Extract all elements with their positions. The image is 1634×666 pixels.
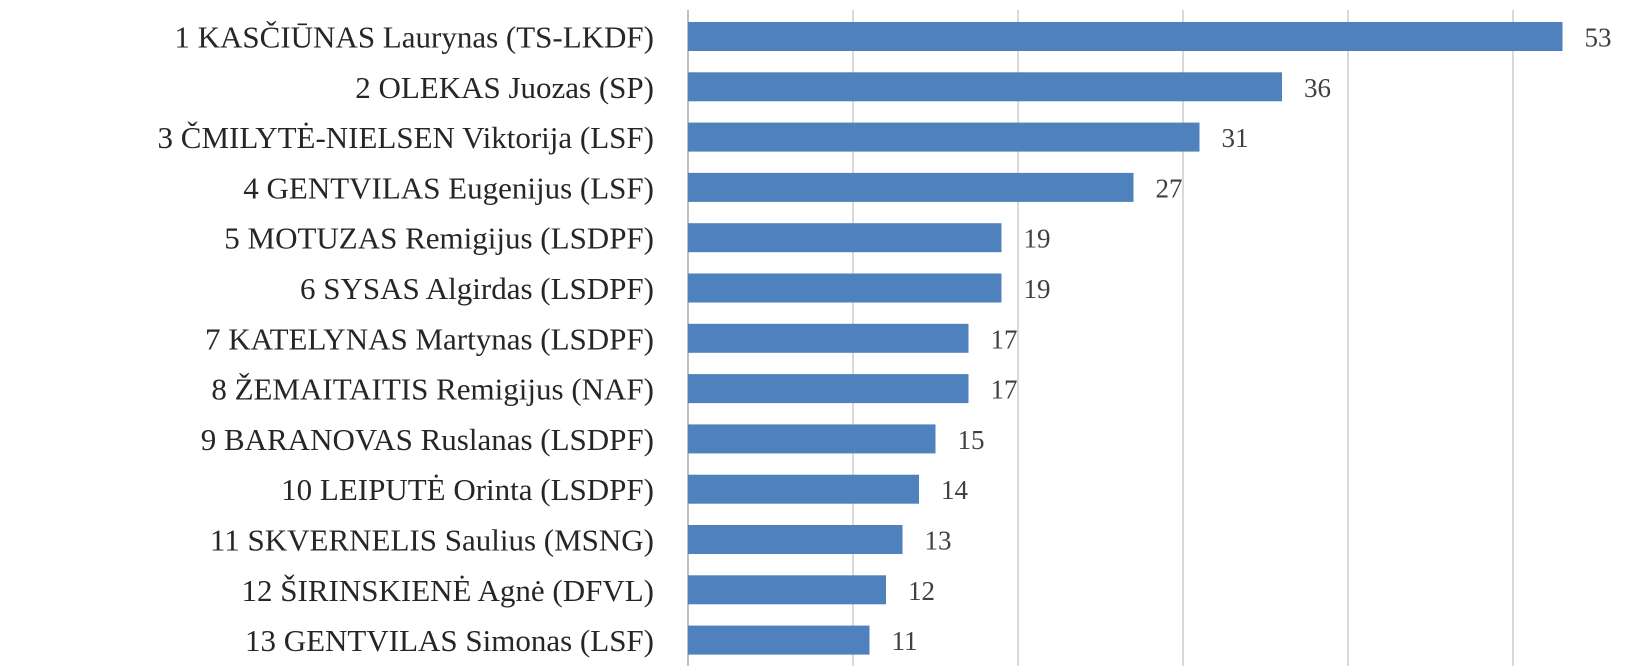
bars — [688, 22, 1563, 655]
data-label: 17 — [991, 375, 1018, 405]
bar — [688, 374, 969, 404]
bar — [688, 122, 1200, 152]
data-label: 12 — [908, 576, 935, 606]
category-label: 11 SKVERNELIS Saulius (MSNG) — [210, 523, 654, 558]
data-label: 19 — [1024, 224, 1051, 254]
data-label: 36 — [1304, 73, 1331, 103]
category-label: 7 KATELYNAS Martynas (LSDPF) — [205, 321, 654, 356]
bar — [688, 172, 1134, 202]
data-label: 17 — [991, 324, 1018, 354]
category-label: 13 GENTVILAS Simonas (LSF) — [245, 623, 654, 658]
data-label: 13 — [925, 526, 952, 556]
data-label: 14 — [941, 475, 969, 505]
category-label: 1 KASČIŪNAS Laurynas (TS-LKDF) — [174, 20, 654, 55]
data-label: 53 — [1585, 23, 1612, 53]
category-label: 5 MOTUZAS Remigijus (LSDPF) — [224, 221, 654, 256]
category-label: 2 OLEKAS Juozas (SP) — [355, 70, 654, 105]
category-label: 4 GENTVILAS Eugenijus (LSF) — [243, 170, 654, 205]
bar — [688, 22, 1563, 51]
bar — [688, 72, 1282, 102]
category-label: 8 ŽEMAITAITIS Remigijus (NAF) — [211, 372, 654, 407]
bar — [688, 525, 903, 554]
category-label: 12 ŠIRINSKIENĖ Agnė (DFVL) — [242, 573, 654, 608]
bar — [688, 223, 1002, 253]
data-label: 31 — [1222, 123, 1249, 153]
category-label: 10 LEIPUTĖ Orinta (LSDPF) — [281, 472, 654, 507]
bar — [688, 273, 1002, 303]
bar — [688, 575, 886, 605]
data-label: 19 — [1024, 274, 1051, 304]
bar — [688, 625, 870, 655]
bar — [688, 323, 969, 353]
category-label: 9 BARANOVAS Ruslanas (LSDPF) — [201, 422, 654, 457]
bar — [688, 424, 936, 454]
category-labels: 1 KASČIŪNAS Laurynas (TS-LKDF) 2 OLEKAS J… — [158, 20, 654, 659]
category-label: 6 SYSAS Algirdas (LSDPF) — [300, 271, 654, 306]
data-label: 27 — [1156, 173, 1183, 203]
data-label: 11 — [892, 626, 918, 656]
data-label: 15 — [958, 425, 985, 455]
category-label: 3 ČMILYTĖ-NIELSEN Viktorija (LSF) — [158, 120, 654, 155]
bar — [688, 474, 919, 504]
